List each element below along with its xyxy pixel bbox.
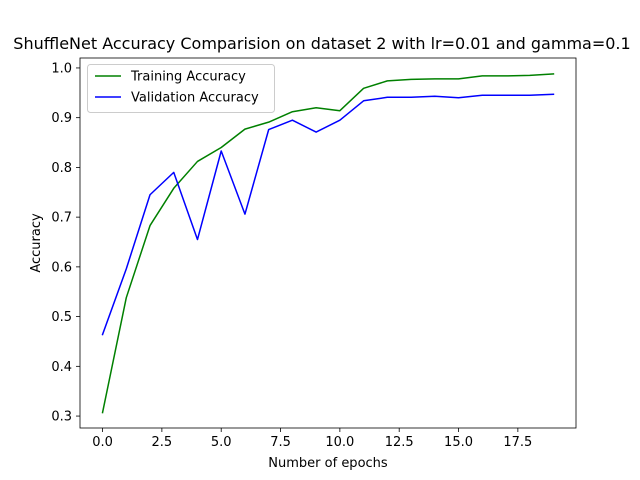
y-axis-label: Accuracy [29, 213, 44, 273]
x-tick-label: 12.5 [385, 435, 414, 450]
chart-title: ShuffleNet Accuracy Comparision on datas… [13, 34, 630, 53]
x-tick-label: 17.5 [503, 435, 532, 450]
axes-layer: 0.0 2.5 5.0 7.5 10.0 12.5 15.0 17.5 0.3 0.4 0.5 0.6… [51, 57, 577, 450]
x-tick-label: 7.5 [270, 435, 291, 450]
y-tick-label: 0.5 [51, 310, 72, 325]
y-tick-label: 0.3 [51, 410, 72, 425]
legend-label-training: Training Accuracy [130, 70, 246, 85]
y-tick-label: 0.8 [51, 161, 72, 176]
series-layer [101, 73, 555, 414]
y-tick-label: 0.9 [51, 111, 72, 126]
y-tick-label: 0.6 [51, 260, 72, 275]
legend-label-validation: Validation Accuracy [131, 91, 259, 106]
x-tick-label: 0.0 [92, 435, 113, 450]
legend: Training Accuracy Validation Accuracy [87, 64, 275, 113]
x-tick-label: 10.0 [325, 435, 354, 450]
plot-area [80, 58, 576, 428]
validation-accuracy-line [101, 93, 555, 336]
legend-frame [87, 64, 275, 113]
x-axis-label: Number of epochs [268, 456, 388, 471]
x-tick-label: 2.5 [152, 435, 173, 450]
y-tick-label: 0.7 [51, 211, 72, 226]
x-tick-label: 5.0 [211, 435, 232, 450]
y-tick-label: 0.4 [51, 360, 72, 375]
y-tick-label: 1.0 [51, 61, 72, 76]
x-tick-label: 15.0 [444, 435, 473, 450]
plot-frame [79, 57, 577, 429]
